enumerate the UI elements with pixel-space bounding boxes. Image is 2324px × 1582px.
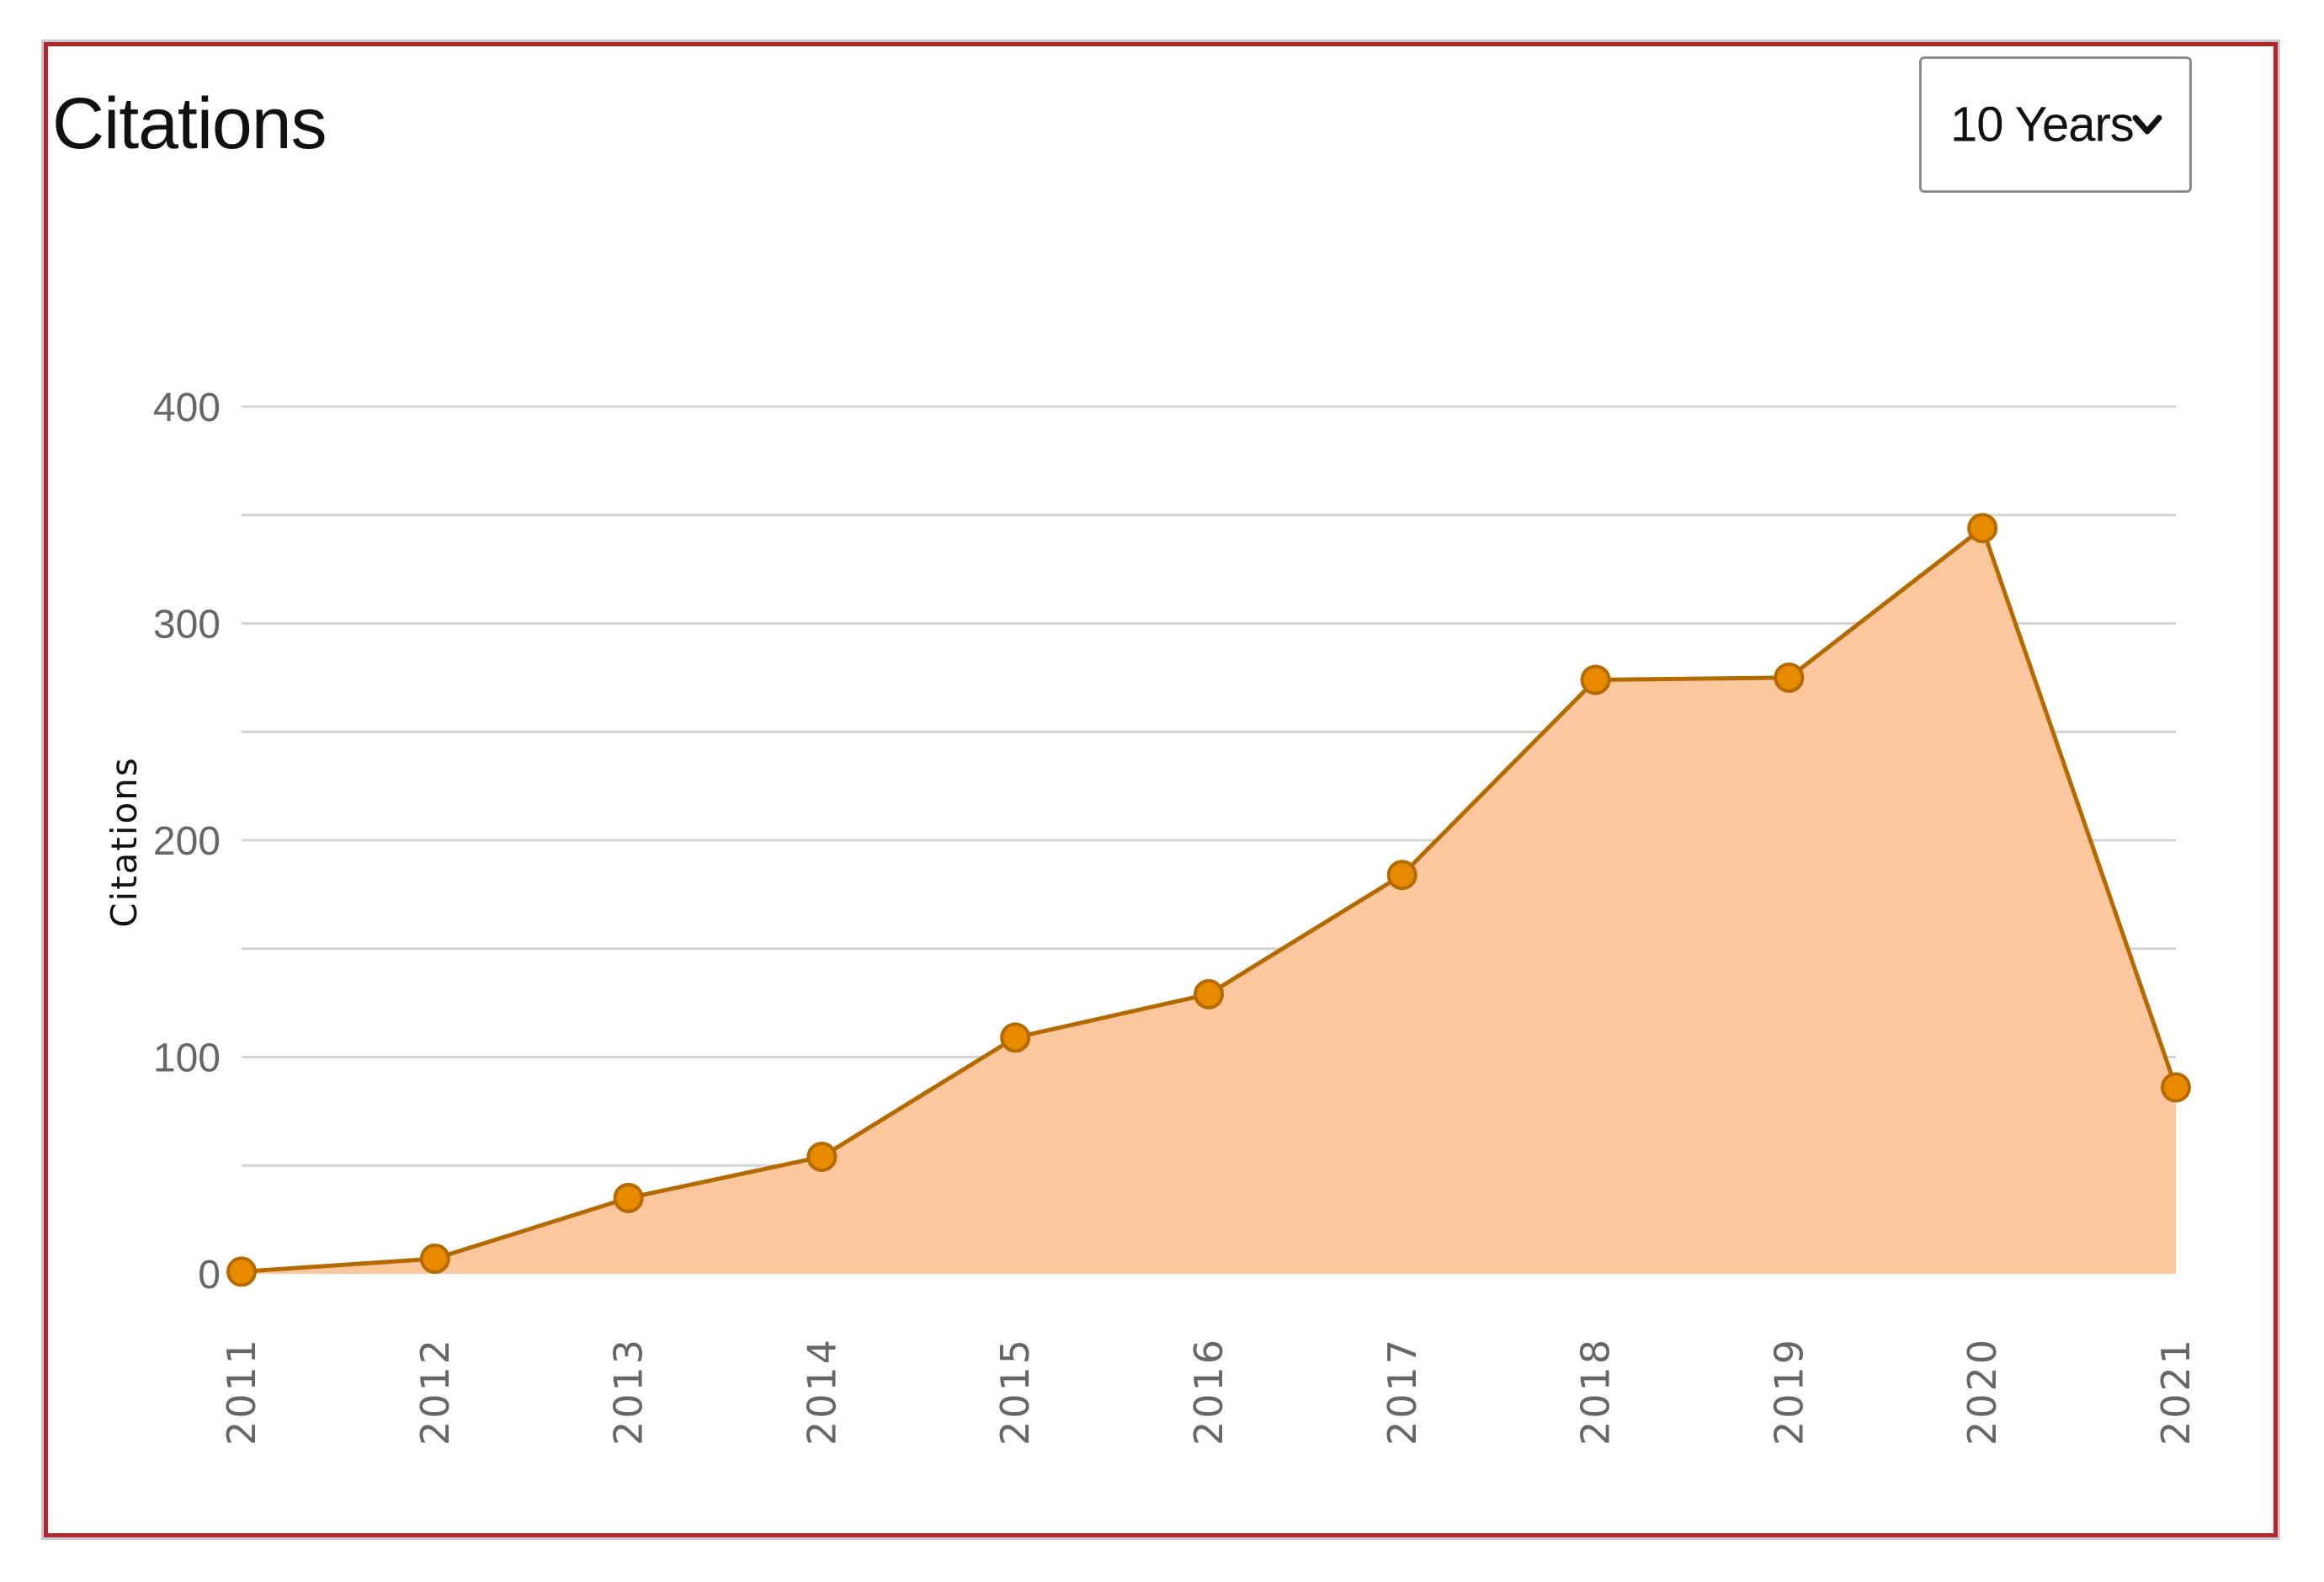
data-point: [419, 1243, 450, 1274]
y-tick-label: 0: [198, 1253, 221, 1297]
y-tick-label: 100: [153, 1036, 221, 1081]
x-tick-label: 2021: [2153, 1337, 2199, 1446]
series-area: [242, 528, 2176, 1274]
x-tick-label: 2011: [219, 1337, 264, 1446]
data-point: [2161, 1072, 2191, 1103]
y-tick-label: 200: [153, 819, 221, 864]
data-point: [1386, 860, 1417, 891]
dropdown-selected-value: 10 Years: [1950, 97, 2135, 152]
x-tick-label: 2019: [1766, 1337, 1811, 1446]
data-point: [806, 1141, 838, 1172]
data-point: [226, 1256, 257, 1287]
data-point: [1967, 513, 1998, 544]
y-axis-label: Citations: [104, 756, 145, 928]
x-tick-label: 2018: [1573, 1337, 1619, 1446]
x-tick-label: 2017: [1380, 1337, 1425, 1446]
x-tick-label: 2014: [799, 1337, 844, 1446]
data-point: [1580, 664, 1611, 695]
data-point: [1194, 978, 1224, 1009]
data-point: [613, 1182, 644, 1213]
y-tick-label: 400: [153, 386, 221, 430]
chevron-down-icon: [2132, 115, 2162, 135]
year-range-dropdown[interactable]: 10 Years: [1919, 56, 2192, 193]
x-tick-label: 2020: [1960, 1337, 2005, 1446]
x-tick-label: 2012: [412, 1337, 458, 1446]
widget-title: Citations: [52, 83, 327, 164]
y-tick-label: 300: [153, 603, 221, 647]
x-tick-label: 2013: [606, 1337, 651, 1446]
data-point: [1774, 662, 1805, 693]
x-tick-label: 2016: [1186, 1337, 1231, 1446]
x-tick-label: 2015: [992, 1337, 1038, 1446]
data-point: [1000, 1022, 1031, 1053]
